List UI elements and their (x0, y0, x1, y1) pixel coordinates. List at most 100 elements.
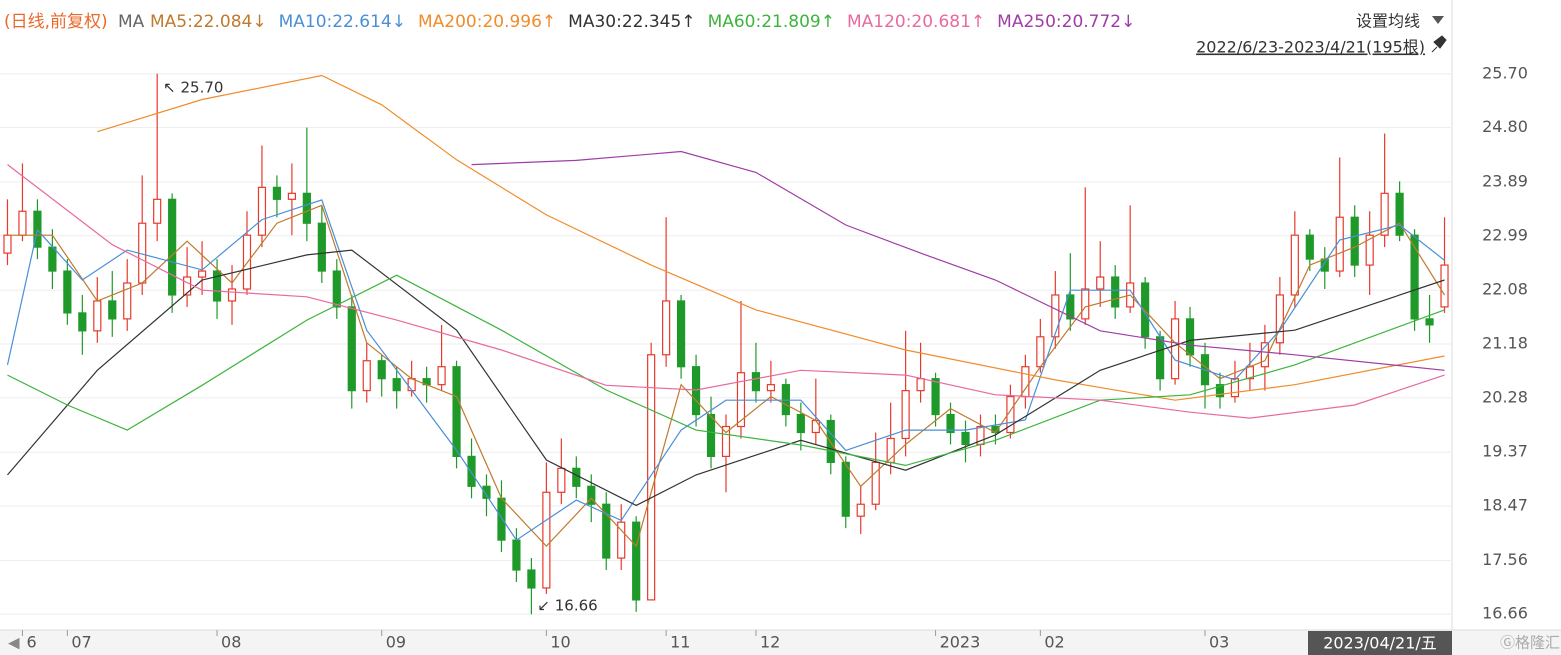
candle-body (497, 497, 506, 541)
candle-body (1410, 234, 1419, 320)
candle-body (452, 366, 461, 458)
scroll-left-icon[interactable]: ◀ (8, 634, 20, 652)
header-mode: (日线,前复权) (4, 12, 108, 32)
ma-line (97, 74, 1445, 401)
candle-body (1096, 276, 1105, 290)
candle-body (1350, 216, 1359, 266)
candle-body (856, 503, 865, 517)
candle-body (377, 360, 386, 380)
candle-body (706, 413, 716, 458)
settings-button[interactable]: 设置均线 (1356, 12, 1420, 31)
x-tick-label: 2023 (940, 633, 981, 652)
candle-body (227, 288, 237, 302)
pin-icon[interactable] (1431, 35, 1447, 53)
x-tick-label: 6 (26, 633, 36, 652)
candle-body (1320, 258, 1329, 272)
candle-body (527, 569, 536, 589)
y-tick-label: 17.56 (1482, 550, 1528, 569)
candle-body (721, 425, 731, 458)
candle-body (1290, 234, 1299, 296)
candle-body (168, 198, 177, 296)
candle-body (766, 384, 776, 392)
legend-entry: MA200:20.996↑ (418, 12, 556, 32)
max-label: ↖ 25.70 (163, 78, 223, 96)
header-ma: MA (118, 12, 145, 32)
x-tick-label: 02 (1044, 633, 1064, 652)
candle-body (796, 413, 805, 434)
candle-body (946, 413, 955, 434)
candle-body (108, 300, 117, 320)
candle-body (542, 491, 551, 589)
candle-body (1036, 336, 1045, 368)
x-tick-label: 09 (386, 633, 406, 652)
candle-body (317, 222, 326, 272)
candle-body (1260, 342, 1269, 368)
dropdown-icon[interactable] (1432, 16, 1444, 24)
candle-body (1380, 192, 1389, 236)
candle-body (482, 485, 491, 499)
range-label: 2022/6/23-2023/4/21(195根) (1196, 38, 1425, 57)
candle-body (1425, 318, 1434, 326)
candle-body (1051, 294, 1060, 338)
candle-body (572, 467, 581, 487)
candle-body (676, 300, 686, 368)
ma-line (7, 204, 1446, 548)
candle-body (1066, 294, 1075, 320)
candle-body (1275, 294, 1284, 344)
candle-body (302, 192, 311, 224)
legend-entry: MA5:22.084↓ (150, 12, 267, 32)
y-tick-label: 18.47 (1482, 496, 1528, 515)
candle-body (407, 378, 416, 392)
candle-body (257, 186, 267, 236)
candle-body (512, 539, 521, 571)
candle-body (332, 270, 341, 308)
candle-body (1156, 336, 1165, 380)
y-tick-label: 19.37 (1482, 442, 1528, 461)
x-axis-band (0, 630, 1561, 655)
y-tick-label: 25.70 (1482, 63, 1528, 82)
candle-body (392, 378, 401, 392)
candle-body (751, 372, 761, 392)
candle-body (617, 521, 626, 559)
candle-body (632, 521, 641, 601)
candle-body (961, 431, 970, 446)
ma-line (6, 199, 1445, 541)
ma-line (471, 150, 1445, 371)
candle-body (1006, 396, 1015, 434)
legend-entry: MA10:22.614↓ (279, 12, 406, 32)
legend-entry: MA30:22.345↑ (568, 12, 695, 32)
candle-body (183, 276, 192, 296)
y-tick-label: 23.89 (1482, 171, 1528, 190)
candle-body (1305, 234, 1314, 260)
candle-body (1141, 282, 1150, 338)
candle-body (662, 300, 671, 356)
candle-body (93, 300, 102, 332)
candle-body (1365, 234, 1374, 266)
candle-body (3, 234, 12, 254)
candle-body (1395, 192, 1404, 236)
candle-body (1111, 276, 1120, 308)
y-tick-label: 22.99 (1482, 225, 1528, 244)
candle-body (931, 378, 940, 416)
min-label: ↙ 16.66 (537, 597, 597, 615)
cursor-date: 2023/04/21/五 (1308, 631, 1452, 655)
candle-body (811, 419, 820, 434)
watermark: Ⓖ格隆汇 (1500, 634, 1560, 652)
candle-body (1185, 318, 1195, 356)
candle-body (841, 461, 850, 517)
candle-body (48, 246, 57, 272)
candle-body (78, 312, 87, 332)
legend-entry: MA250:20.772↓ (997, 12, 1135, 32)
candle-body (287, 192, 296, 200)
candle-body (437, 366, 446, 386)
y-tick-label: 16.66 (1482, 604, 1528, 623)
x-tick-label: 10 (550, 633, 570, 652)
candle-body (197, 270, 207, 278)
cursor-label: 2023/04/21/五 (1323, 634, 1437, 653)
candle-body (18, 210, 27, 236)
y-tick-label: 22.08 (1482, 280, 1528, 299)
candle-body (1170, 318, 1180, 380)
candle-body (557, 467, 566, 493)
